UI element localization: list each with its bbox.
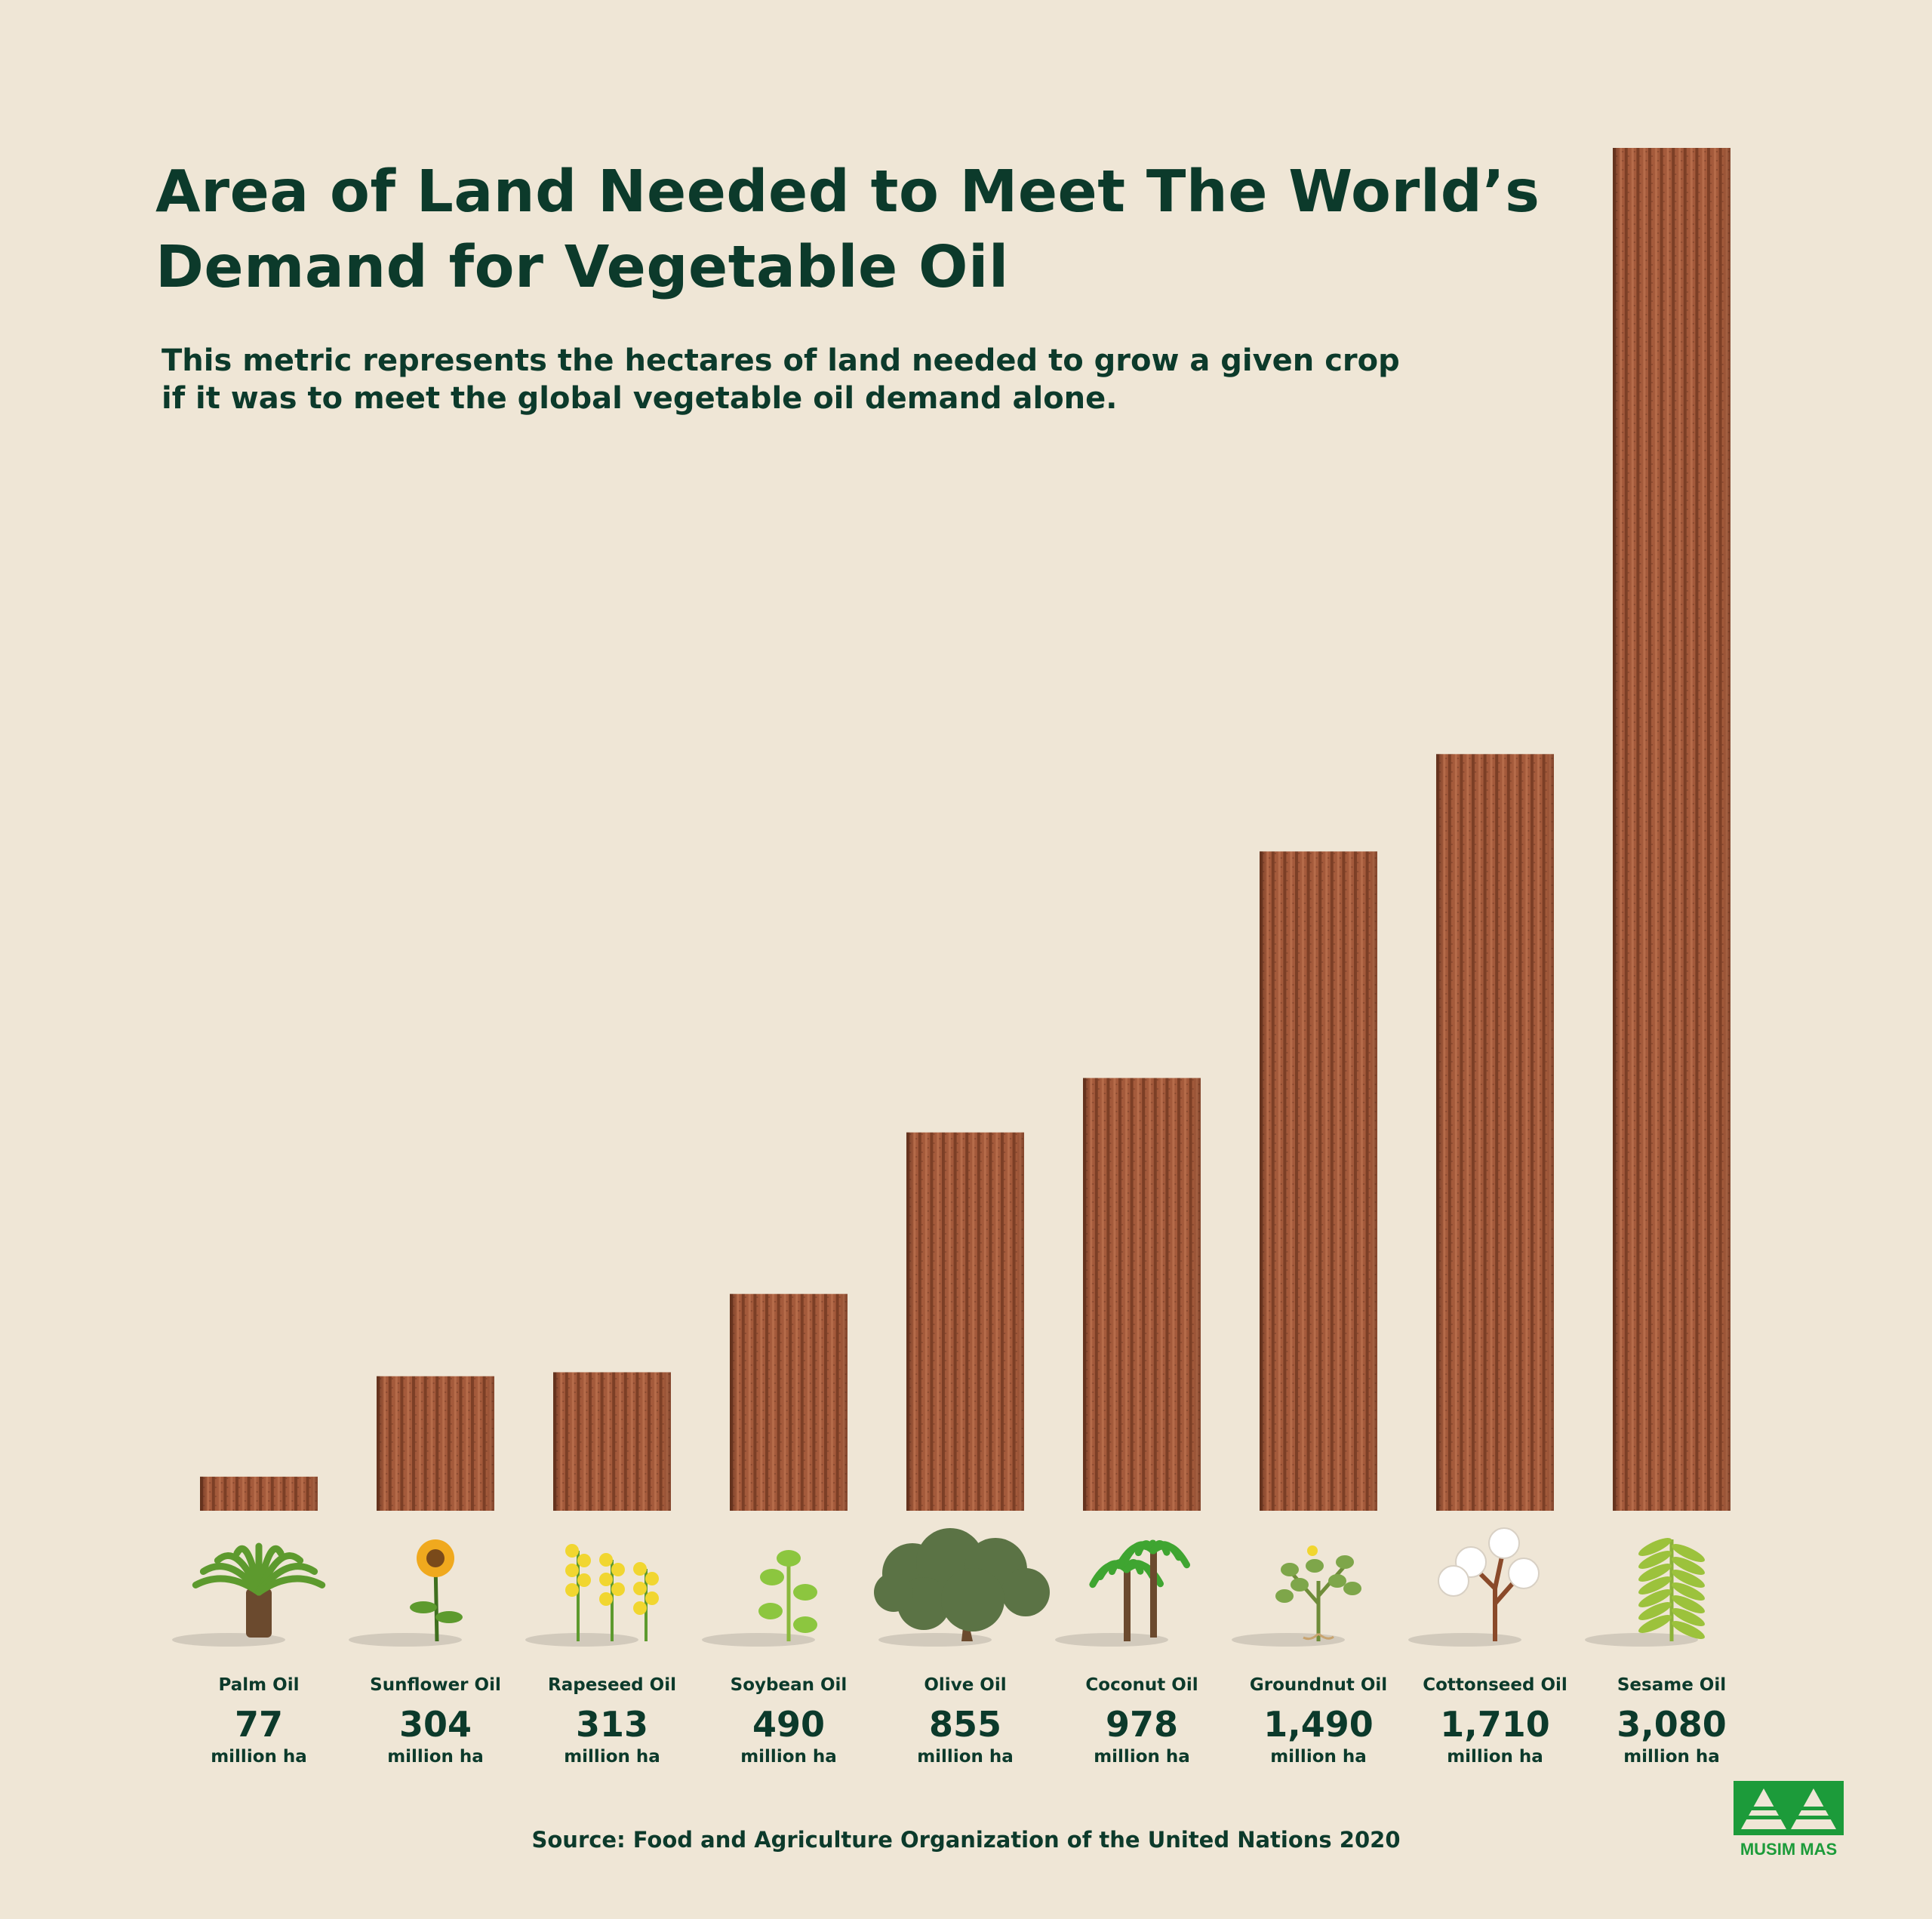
value-label: 1,710	[1440, 1704, 1550, 1745]
unit-label: million ha	[1623, 1747, 1720, 1767]
bar-shade	[906, 1132, 1024, 1511]
sesame-icon	[1585, 1538, 1705, 1647]
category-label: Sesame Oil	[1617, 1675, 1726, 1695]
musim-mas-logo	[1734, 1781, 1844, 1835]
value-label: 3,080	[1617, 1704, 1727, 1745]
category-label: Groundnut Oil	[1250, 1675, 1387, 1695]
cotton-icon	[1408, 1527, 1540, 1647]
category-label: Cottonseed Oil	[1423, 1675, 1567, 1695]
bar-shade	[377, 1376, 494, 1511]
bar-shade	[730, 1293, 848, 1511]
chart-subtitle-line-1: This metric represents the hectares of l…	[162, 343, 1400, 378]
value-label: 490	[752, 1704, 825, 1745]
chart-title: Area of Land Needed to Meet The World’s …	[155, 155, 1589, 306]
category-label: Soybean Oil	[731, 1675, 848, 1695]
sunflower-icon	[349, 1539, 463, 1647]
olive-tree-icon	[874, 1528, 1050, 1647]
chart-subtitle-line-2: if it was to meet the global vegetable o…	[162, 381, 1118, 416]
category-label: Coconut Oil	[1085, 1675, 1198, 1695]
chart-subtitle: This metric represents the hectares of l…	[162, 342, 1595, 417]
unit-label: million ha	[917, 1747, 1014, 1767]
unit-label: million ha	[1447, 1747, 1543, 1767]
unit-label: million ha	[1094, 1747, 1190, 1767]
unit-label: million ha	[564, 1747, 660, 1767]
chart-title-line-1: Area of Land Needed to Meet The World’s	[155, 158, 1540, 226]
value-label: 304	[399, 1704, 472, 1745]
groundnut-icon	[1232, 1545, 1361, 1647]
coconut-palm-icon	[1055, 1539, 1191, 1647]
soybean-icon	[702, 1550, 817, 1647]
bar-shade	[553, 1372, 671, 1511]
value-label: 978	[1106, 1704, 1178, 1745]
unit-label: million ha	[211, 1747, 307, 1767]
rapeseed-icon	[525, 1544, 659, 1647]
bar-shade	[200, 1476, 318, 1511]
bar-shade	[1613, 148, 1730, 1511]
value-label: 313	[576, 1704, 648, 1745]
logo-text: MUSIM MAS	[1740, 1840, 1838, 1859]
bar-shade	[1083, 1078, 1201, 1511]
category-label: Olive Oil	[924, 1675, 1006, 1695]
category-label: Palm Oil	[219, 1675, 300, 1695]
oil-palm-icon	[172, 1542, 326, 1647]
bar-shade	[1436, 754, 1554, 1511]
bar-shade	[1260, 851, 1377, 1511]
value-label: 1,490	[1263, 1704, 1374, 1745]
category-label: Sunflower Oil	[370, 1675, 501, 1695]
unit-label: million ha	[740, 1747, 837, 1767]
chart-title-line-2: Demand for Vegetable Oil	[155, 234, 1009, 301]
value-label: 77	[235, 1704, 283, 1745]
unit-label: million ha	[1270, 1747, 1367, 1767]
category-label: Rapeseed Oil	[548, 1675, 676, 1695]
value-label: 855	[929, 1704, 1001, 1745]
unit-label: million ha	[387, 1747, 484, 1767]
source-note: Source: Food and Agriculture Organizatio…	[531, 1827, 1401, 1853]
